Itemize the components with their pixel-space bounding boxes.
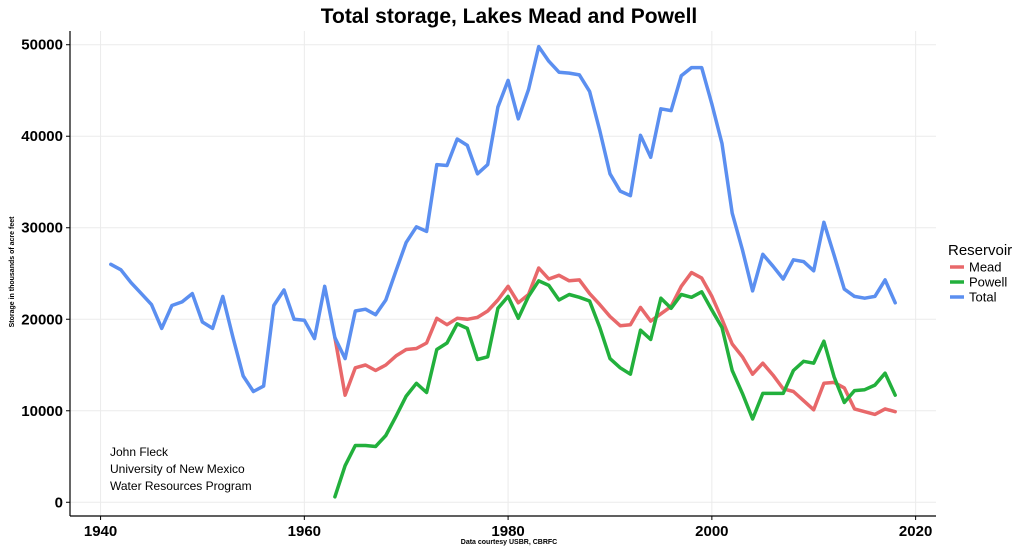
annotation-line: University of New Mexico	[110, 462, 245, 476]
annotation-line: Water Resources Program	[110, 479, 252, 493]
series-line-total	[109, 44, 897, 394]
y-axis-ticks: 0 10000 20000 30000 40000 50000	[21, 37, 70, 511]
y-tick-label: 30000	[21, 220, 63, 237]
gridlines	[70, 31, 936, 516]
series-line-powell	[333, 279, 897, 499]
y-tick-label: 40000	[21, 128, 63, 145]
x-tick-label: 2020	[899, 523, 932, 540]
chart-title: Total storage, Lakes Mead and Powell	[321, 5, 698, 28]
y-tick-label: 10000	[21, 403, 63, 420]
x-tick-label: 1940	[84, 523, 117, 540]
credit-annotation: John Fleck University of New Mexico Wate…	[110, 445, 252, 493]
series-lines	[109, 44, 897, 499]
y-tick-label: 20000	[21, 311, 63, 328]
x-tick-label: 1960	[288, 523, 321, 540]
series-line-mead	[333, 266, 897, 417]
legend-label-total: Total	[969, 290, 997, 305]
legend-label-powell: Powell	[969, 275, 1007, 290]
x-axis-ticks: 1940 1960 1980 2000 2020	[84, 516, 932, 540]
annotation-line: John Fleck	[110, 445, 169, 459]
legend-label-mead: Mead	[969, 260, 1002, 275]
x-axis-title: Data courtesy USBR, CBRFC	[461, 539, 557, 546]
x-tick-label: 1980	[491, 523, 524, 540]
y-axis-title: Storage in thousands of acre feet	[9, 216, 16, 328]
y-tick-label: 0	[55, 494, 63, 511]
y-tick-label: 50000	[21, 37, 63, 54]
x-tick-label: 2000	[695, 523, 728, 540]
legend-title: Reservoir	[948, 242, 1012, 259]
